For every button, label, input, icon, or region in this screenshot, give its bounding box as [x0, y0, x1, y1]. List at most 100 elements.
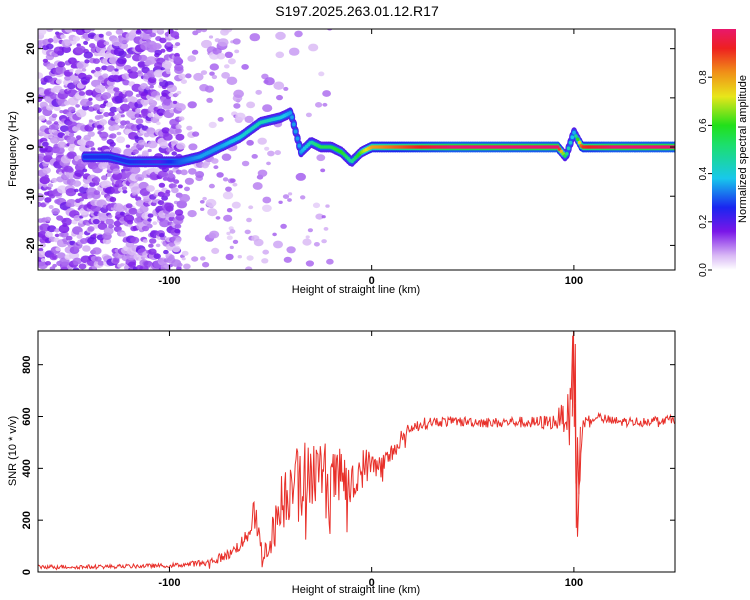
heatmap-cell	[184, 186, 190, 192]
heatmap-cell	[181, 250, 189, 256]
heatmap-cell	[224, 51, 233, 58]
heatmap-cell	[51, 113, 58, 119]
heatmap-cell	[161, 166, 169, 173]
heatmap-cell	[174, 29, 179, 31]
heatmap-cell	[101, 65, 108, 71]
x-tick-label: 100	[565, 577, 583, 589]
heatmap-cell	[155, 243, 161, 248]
heatmap-cell	[60, 34, 66, 39]
heatmap-cell	[321, 215, 326, 219]
heatmap-cell	[313, 242, 320, 247]
heatmap-cell	[147, 213, 154, 218]
heatmap-cell	[308, 43, 319, 52]
heatmap-cell	[86, 100, 93, 106]
heatmap-cell	[107, 214, 113, 219]
heatmap-cell	[148, 243, 154, 248]
heatmap-cell	[157, 191, 165, 197]
heatmap-cell	[204, 85, 215, 93]
heatmap-cell	[283, 86, 289, 91]
heatmap-cell	[88, 97, 93, 102]
heatmap-cell	[302, 238, 312, 246]
heatmap-cell	[97, 222, 108, 230]
heatmap-cell	[229, 245, 234, 250]
heatmap-cell	[312, 202, 321, 209]
heatmap-cell	[168, 212, 176, 218]
heatmap-cell	[109, 141, 116, 147]
heatmap-cell	[47, 225, 57, 233]
heatmap-cell	[274, 150, 281, 156]
heatmap-cell	[50, 93, 58, 100]
heatmap-cell	[78, 197, 84, 202]
heatmap-cell	[79, 231, 84, 236]
heatmap-cell	[44, 174, 49, 178]
heatmap-cell	[122, 98, 129, 103]
heatmap-cell	[149, 32, 156, 38]
heatmap-cell	[174, 63, 184, 72]
heatmap-cell	[199, 200, 205, 204]
heatmap-cell	[54, 228, 60, 233]
heatmap-cell	[257, 137, 267, 145]
heatmap-cell	[232, 182, 238, 187]
heatmap-cell	[75, 104, 80, 108]
heatmap-cell	[287, 198, 292, 202]
heatmap-cell	[173, 56, 182, 63]
heatmap-cell	[222, 177, 229, 182]
heatmap-cell	[106, 173, 112, 178]
heatmap-cell	[92, 218, 100, 225]
heatmap-cell	[174, 228, 181, 234]
heatmap-cell	[46, 120, 52, 125]
heatmap-cell	[138, 54, 148, 62]
heatmap-cell	[215, 216, 221, 220]
heatmap-cell	[82, 33, 90, 39]
heatmap-cell	[128, 71, 139, 79]
heatmap-cell	[208, 183, 215, 189]
heatmap-cell	[305, 235, 310, 239]
heatmap-cell	[246, 217, 252, 223]
heatmap-cell	[116, 136, 125, 144]
heatmap-cell	[102, 92, 112, 100]
heatmap-cell	[249, 33, 261, 42]
heatmap-cell	[125, 144, 131, 148]
heatmap-cell	[120, 114, 125, 118]
heatmap-cell	[127, 223, 133, 228]
heatmap-cell	[64, 41, 71, 46]
heatmap-cell	[82, 183, 89, 188]
heatmap-cell	[78, 91, 86, 96]
heatmap-cell	[105, 102, 113, 108]
heatmap-cell	[156, 121, 161, 126]
heatmap-cell	[226, 235, 233, 240]
heatmap-cell	[98, 33, 104, 38]
heatmap-cell	[135, 108, 141, 113]
heatmap-cell	[266, 161, 271, 166]
ridge-core	[566, 146, 571, 151]
snr-plot-area	[38, 331, 675, 572]
heatmap-cell	[157, 200, 165, 206]
heatmap-cell	[50, 122, 61, 130]
heatmap-cell	[217, 117, 224, 122]
heatmap-cell	[38, 250, 47, 258]
heatmap-cell	[136, 29, 142, 33]
heatmap-cell	[83, 40, 89, 45]
heatmap-cell	[38, 107, 42, 113]
heatmap-cell	[159, 233, 165, 238]
heatmap-cell	[66, 199, 77, 207]
heatmap-cell	[111, 185, 122, 194]
heatmap-cell	[244, 115, 254, 123]
heatmap-cell	[53, 105, 61, 112]
heatmap-cell	[101, 180, 112, 189]
heatmap-cell	[246, 139, 254, 146]
heatmap-cell	[241, 64, 249, 70]
y-tick-label: 400	[21, 459, 33, 477]
heatmap-cell	[221, 153, 232, 161]
colorbar-ticks: 0.0 0.2 0.4 0.6 0.8	[698, 70, 712, 277]
heatmap-cell	[137, 139, 146, 146]
colorbar-tick-label: 0.0	[698, 263, 709, 277]
heatmap-cell	[264, 146, 270, 151]
heatmap-cell	[188, 168, 197, 175]
heatmap-cell	[111, 124, 120, 131]
heatmap-cell	[273, 240, 283, 249]
heatmap-cell	[316, 154, 326, 162]
heatmap-cell	[211, 158, 219, 164]
heatmap-cell	[147, 112, 154, 118]
heatmap-cell	[209, 230, 220, 239]
